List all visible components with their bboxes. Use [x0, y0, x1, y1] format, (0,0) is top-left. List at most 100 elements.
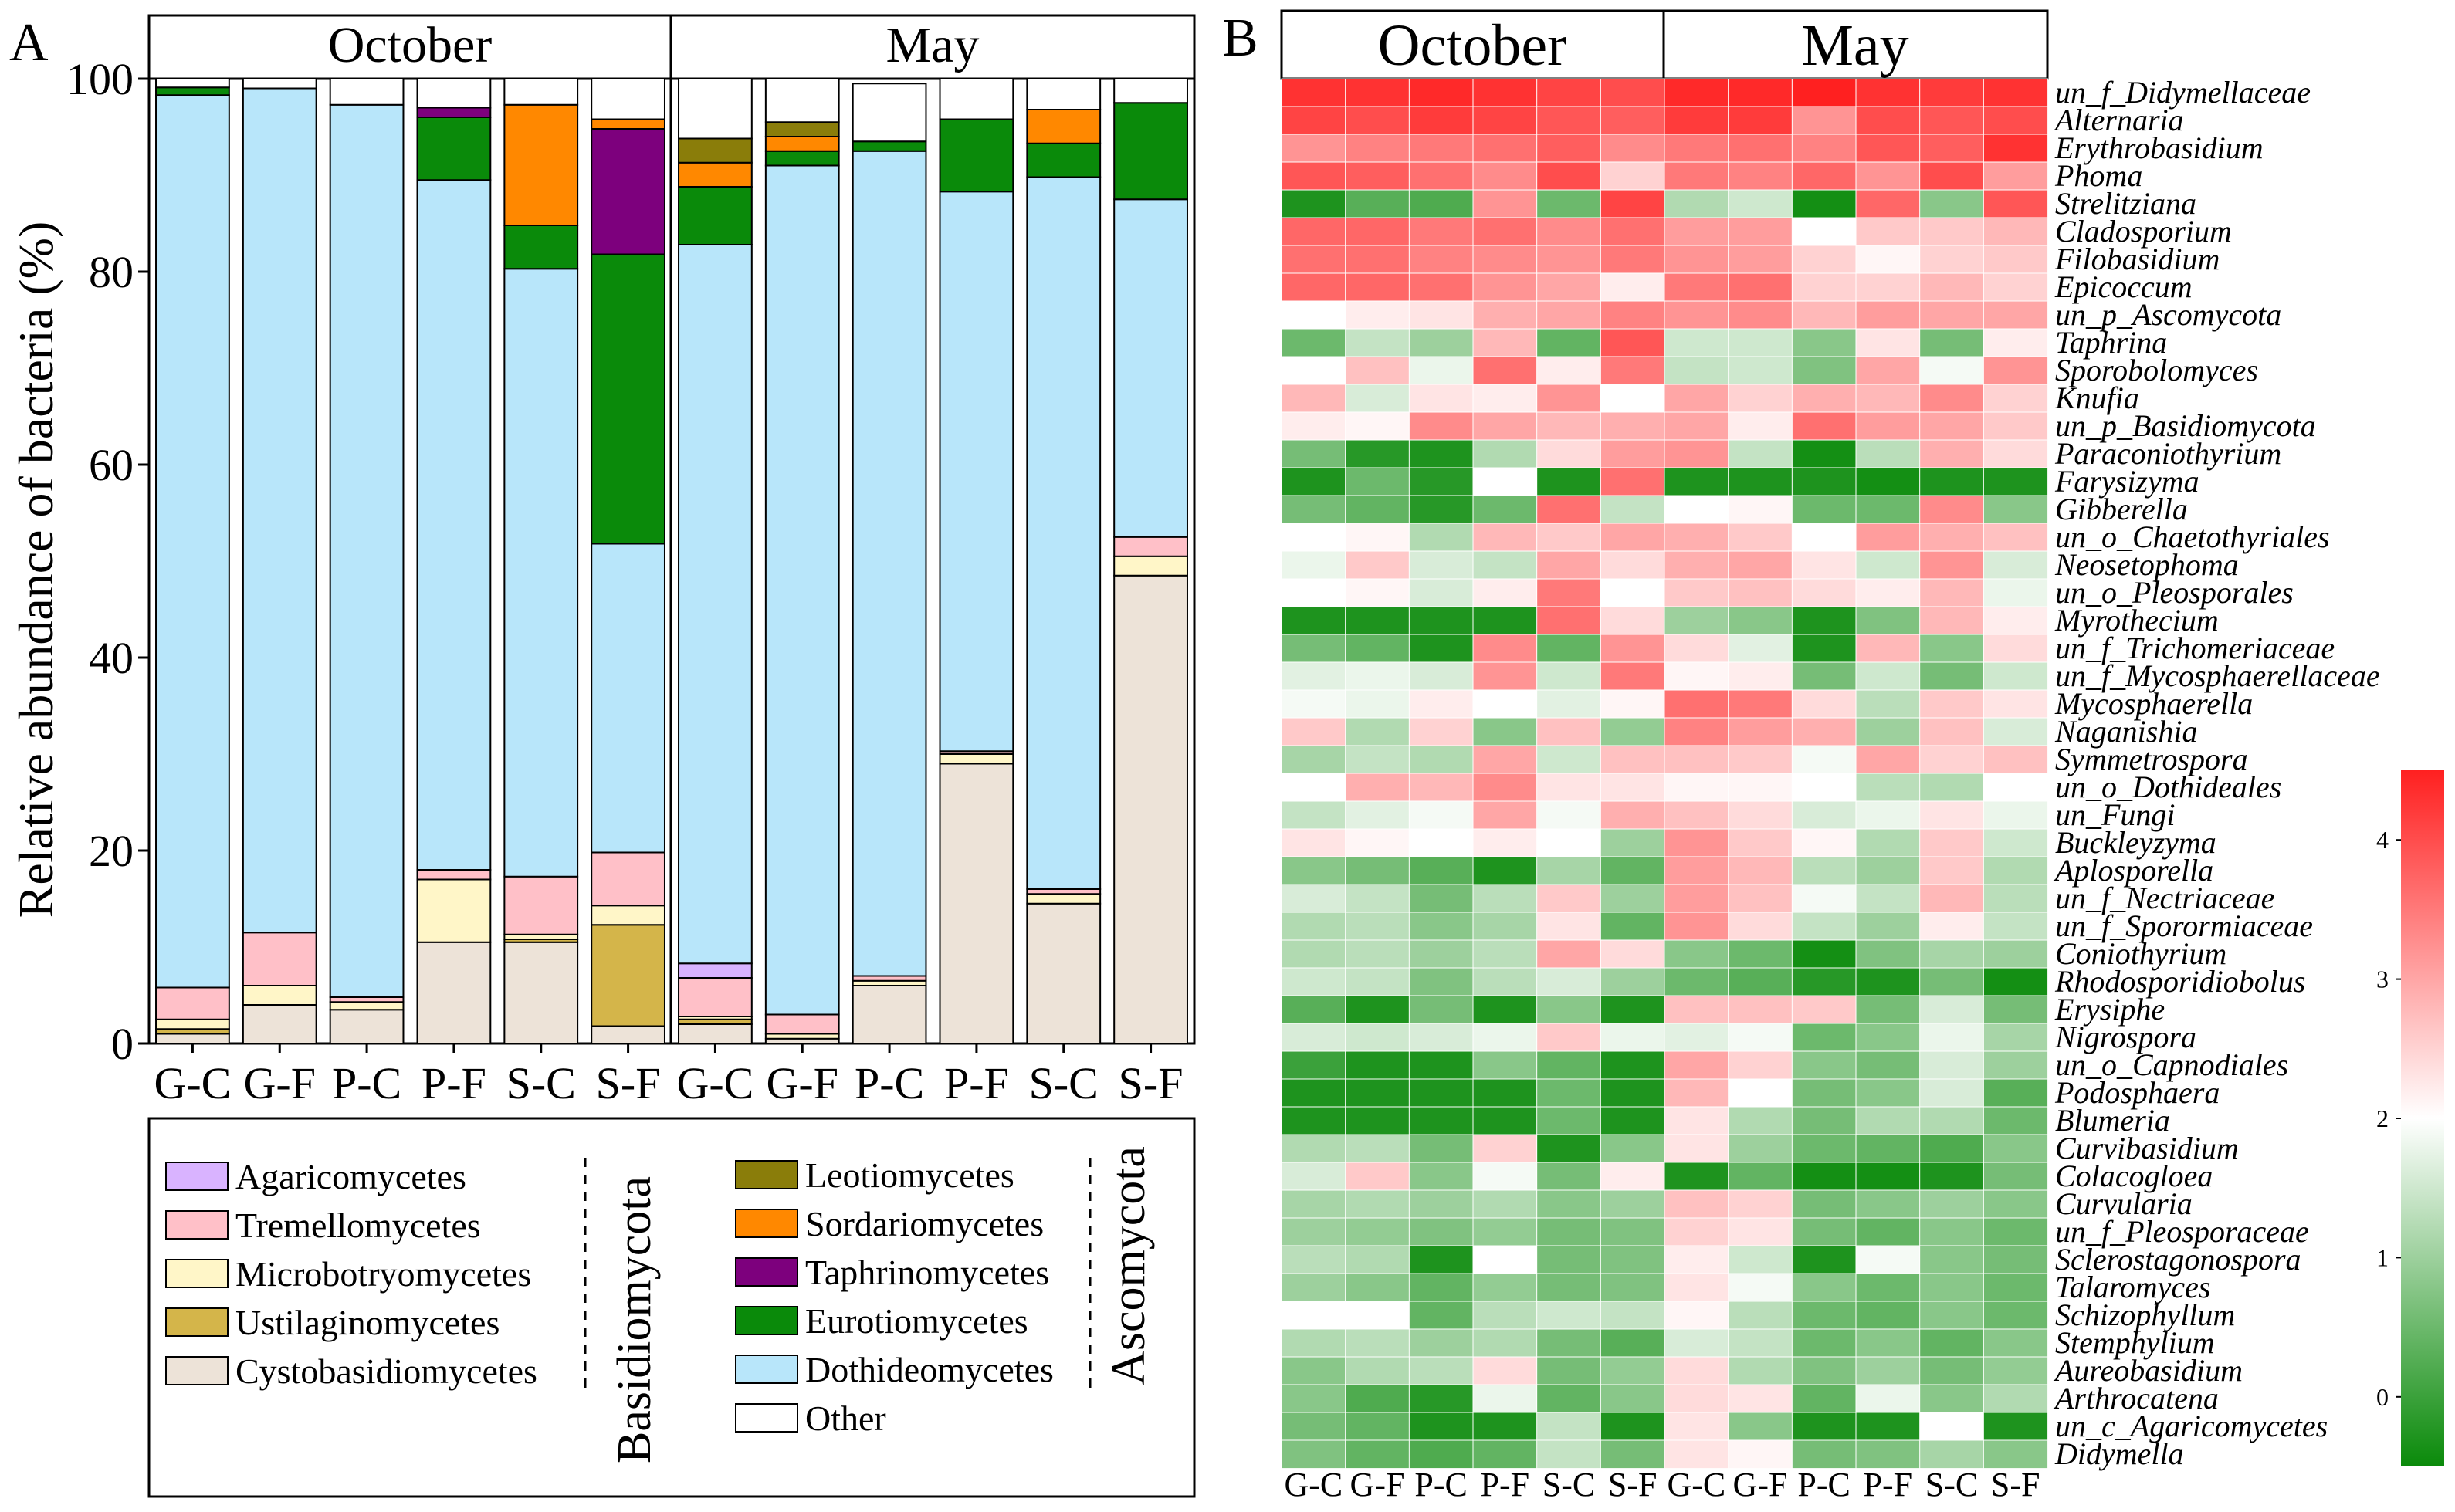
heatmap-row-label: Myrothecium: [2054, 603, 2219, 638]
heatmap-cell: [1600, 1134, 1666, 1164]
heatmap-cell: [1281, 912, 1346, 942]
heatmap-row-label: Filobasidium: [2054, 242, 2220, 276]
heatmap-cell: [1728, 328, 1793, 358]
heatmap-cell: [1472, 606, 1538, 636]
heatmap-column-label: P-C: [1797, 1466, 1850, 1504]
heatmap-cell: [1791, 939, 1857, 969]
heatmap-cell: [1983, 161, 2049, 191]
heatmap-cell: [1664, 328, 1729, 358]
heatmap-cell: [1281, 245, 1346, 275]
heatmap-cell: [1855, 1162, 1921, 1192]
heatmap-cell: [1791, 161, 1857, 191]
heatmap-cell: [1536, 1106, 1602, 1136]
heatmap-column-label: G-C: [1667, 1466, 1725, 1504]
heatmap-cell: [1855, 884, 1921, 914]
heatmap-cell: [1536, 134, 1602, 164]
heatmap-cell: [1728, 689, 1793, 719]
heatmap-cell: [1536, 1412, 1602, 1442]
heatmap-cell: [1983, 1078, 2049, 1108]
heatmap-row-label: un_f_Didymellaceae: [2055, 75, 2311, 110]
scale-tick-label: 2: [2376, 1104, 2389, 1132]
heatmap-cell: [1791, 217, 1857, 247]
heatmap-cell: [1600, 1023, 1666, 1053]
heatmap-cell: [1664, 467, 1729, 497]
heatmap-cell: [1855, 411, 1921, 441]
heatmap-cell: [1791, 995, 1857, 1025]
heatmap-cells: [1281, 78, 2049, 1470]
heatmap-cell: [1791, 245, 1857, 275]
heatmap-cell: [1791, 1356, 1857, 1386]
heatmap-row-label: un_p_Ascomycota: [2055, 297, 2281, 332]
bar-segment-other: [591, 78, 665, 120]
heatmap-cell: [1919, 1301, 1985, 1331]
heatmap-cell: [1919, 1356, 1985, 1386]
heatmap-cell: [1664, 800, 1729, 830]
heatmap-cell: [1408, 1134, 1475, 1164]
heatmap-column-label: P-F: [1481, 1466, 1530, 1504]
heatmap-cell: [1345, 328, 1410, 358]
heatmap-cell: [1664, 1078, 1729, 1108]
heatmap-cell: [1728, 189, 1793, 219]
heatmap-cell: [1281, 689, 1346, 719]
heatmap-cell: [1728, 939, 1793, 969]
heatmap-cell: [1536, 495, 1602, 525]
heatmap-cell: [1919, 245, 1985, 275]
heatmap-row-label: un_o_Capnodiales: [2055, 1047, 2288, 1082]
heatmap-cell: [1472, 967, 1538, 997]
heatmap-cell: [1472, 189, 1538, 219]
heatmap-cell: [1919, 523, 1985, 553]
heatmap-cell: [1345, 1162, 1410, 1192]
bar-segment-other: [678, 78, 753, 140]
heatmap-cell: [1855, 495, 1921, 525]
heatmap-cell: [1536, 78, 1602, 108]
heatmap-cell: [1983, 800, 2049, 830]
heatmap-cell: [1983, 634, 2049, 664]
heatmap-cell: [1600, 1328, 1666, 1358]
heatmap-row-label: un_p_Basidiomycota: [2055, 408, 2316, 443]
scale-tick-label: 0: [2376, 1383, 2389, 1411]
heatmap-cell: [1536, 939, 1602, 969]
heatmap-row-label: Epicoccum: [2054, 269, 2193, 304]
heatmap-cell: [1728, 356, 1793, 386]
bar-segment-sordariomycetes: [503, 103, 579, 226]
heatmap-cell: [1664, 1162, 1729, 1192]
heatmap-row-label: Sporobolomyces: [2055, 353, 2258, 387]
heatmap-cell: [1855, 1217, 1921, 1247]
heatmap-cell: [1408, 634, 1475, 664]
heatmap-cell: [1536, 606, 1602, 636]
heatmap-cell: [1281, 1301, 1346, 1331]
heatmap-column-label: S-F: [1991, 1466, 2040, 1504]
heatmap-cell: [1791, 1023, 1857, 1053]
heatmap-cell: [1408, 328, 1475, 358]
heatmap-cell: [1855, 523, 1921, 553]
heatmap-cell: [1855, 1134, 1921, 1164]
heatmap-cell: [1600, 384, 1666, 414]
heatmap-cell: [1728, 467, 1793, 497]
heatmap-cell: [1408, 245, 1475, 275]
heatmap-cell: [1281, 272, 1346, 303]
heatmap-cell: [1664, 134, 1729, 164]
heatmap-cell: [1281, 550, 1346, 580]
heatmap-cell: [1855, 550, 1921, 580]
bar-segment-dothideomycetes: [155, 94, 230, 989]
heatmap-cell: [1919, 217, 1985, 247]
bar-segment-sordariomycetes: [1026, 109, 1102, 144]
heatmap-cell: [1919, 467, 1985, 497]
phylum-label-ascomycota: Ascomycota: [1102, 1146, 1155, 1385]
heatmap-cell: [1983, 328, 2049, 358]
phylum-label-basidiomycota: Basidiomycota: [608, 1176, 661, 1463]
heatmap-cell: [1472, 634, 1538, 664]
heatmap-cell: [1791, 1328, 1857, 1358]
group-label-may-a: May: [886, 17, 980, 73]
heatmap-cell: [1664, 661, 1729, 692]
heatmap-cell: [1345, 689, 1410, 719]
bar-segment-dothideomycetes: [764, 164, 840, 1016]
heatmap-cell: [1791, 1301, 1857, 1331]
heatmap-cell: [1983, 1384, 2049, 1414]
heatmap-cell: [1855, 1189, 1921, 1219]
heatmap-cell: [1664, 245, 1729, 275]
heatmap-cell: [1791, 1106, 1857, 1136]
heatmap-cell: [1919, 106, 1985, 136]
heatmap-cell: [1855, 106, 1921, 136]
bar-segment-tremellomycetes: [416, 869, 492, 881]
